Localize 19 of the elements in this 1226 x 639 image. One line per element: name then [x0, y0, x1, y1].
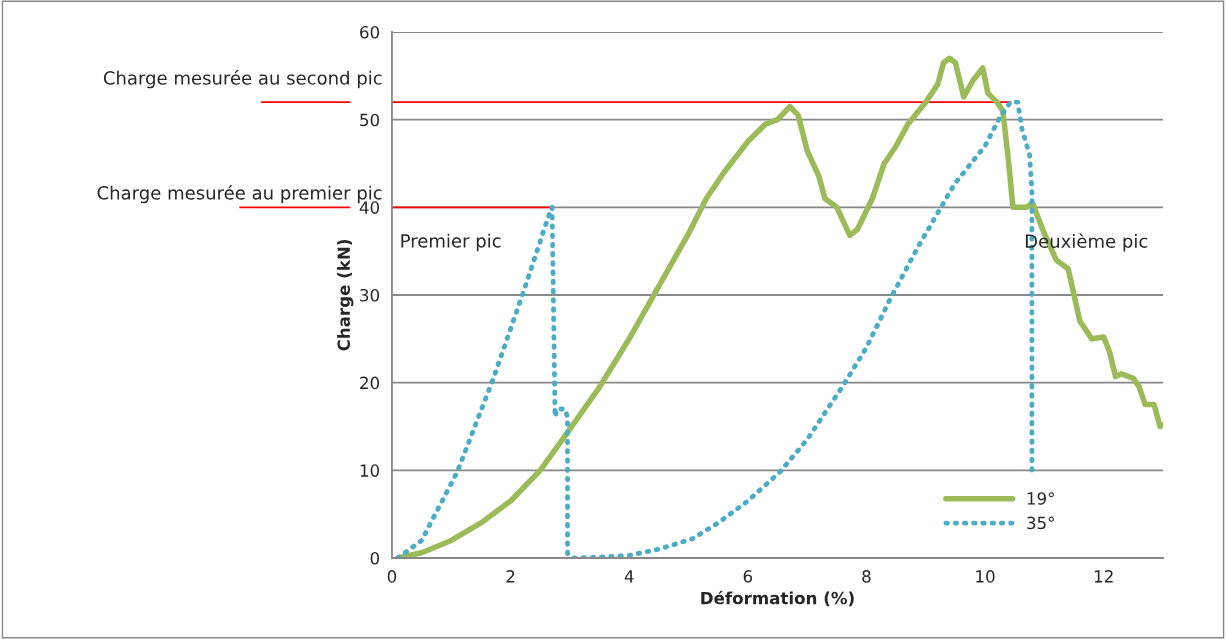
y-tick-label: 30: [360, 288, 380, 302]
x-axis-title: Déformation (%): [701, 590, 854, 607]
x-tick-label: 2: [506, 570, 515, 583]
x-tick-label: 10: [976, 570, 995, 583]
annotation: Premier pic: [401, 233, 501, 252]
ref-line-label: Charge mesurée au second pic: [103, 70, 382, 89]
y-tick-label: 10: [360, 464, 380, 477]
x-tick-label: 0: [387, 570, 397, 583]
x-tick-label: 12: [1094, 570, 1113, 583]
y-axis-title: Charge (kN): [337, 239, 354, 351]
x-tick-label: 8: [862, 570, 871, 583]
y-tick-label: 20: [360, 376, 380, 390]
y-tick-label: 0: [370, 551, 380, 565]
y-tick-label: 50: [360, 113, 380, 127]
legend-label: 19°: [1027, 492, 1054, 505]
legend-label: 35°: [1027, 516, 1054, 530]
y-tick-label: 60: [360, 25, 380, 39]
x-tick-label: 4: [624, 570, 634, 583]
x-tick-label: 6: [743, 570, 753, 583]
